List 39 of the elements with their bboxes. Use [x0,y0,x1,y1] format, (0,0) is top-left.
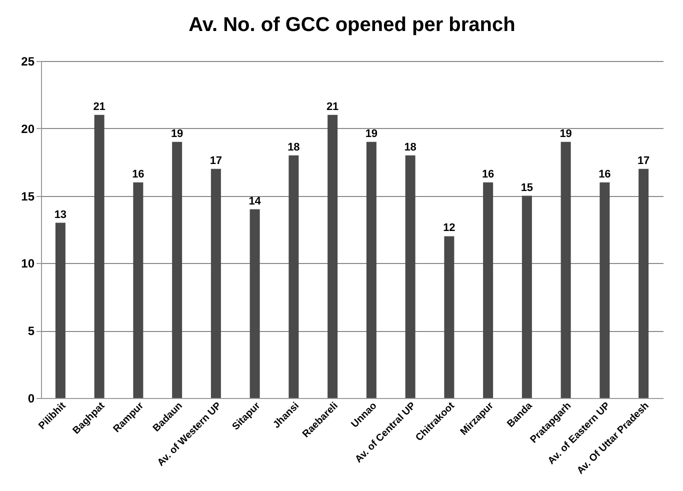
data-label: 18 [404,141,416,154]
y-tick-label: 20 [21,122,35,136]
bar [288,155,299,398]
data-label: 16 [132,168,144,180]
data-label: 15 [520,182,534,194]
data-label: 12 [443,222,456,234]
y-tick-label: 10 [21,256,35,271]
bar [250,209,260,398]
bar [522,196,532,398]
y-tick-label: 25 [21,54,35,68]
bar [483,182,494,398]
chart-title: Av. No. of GCC opened per branch [188,14,516,36]
bar [328,114,338,398]
y-tick-label: 15 [21,189,35,204]
bar [638,168,649,398]
data-label: 16 [598,168,611,180]
bar [560,142,571,398]
bar [210,168,221,398]
y-tick-label: 0 [28,392,35,406]
bar [172,142,182,398]
bar [55,222,66,398]
data-label: 14 [248,195,262,208]
bar [133,182,144,398]
data-label: 19 [560,128,572,140]
bar [444,236,454,398]
data-label: 19 [365,128,378,140]
bar [405,155,416,398]
bar [600,182,610,398]
bar [94,114,104,398]
data-label: 17 [637,154,650,167]
data-label: 13 [54,208,67,221]
data-label: 18 [288,141,300,154]
data-label: 19 [170,128,184,140]
bar [366,142,376,398]
y-tick-label: 5 [28,324,35,338]
data-label: 21 [326,100,339,113]
data-label: 16 [482,168,494,180]
data-label: 17 [210,154,222,167]
data-label: 21 [93,100,106,113]
